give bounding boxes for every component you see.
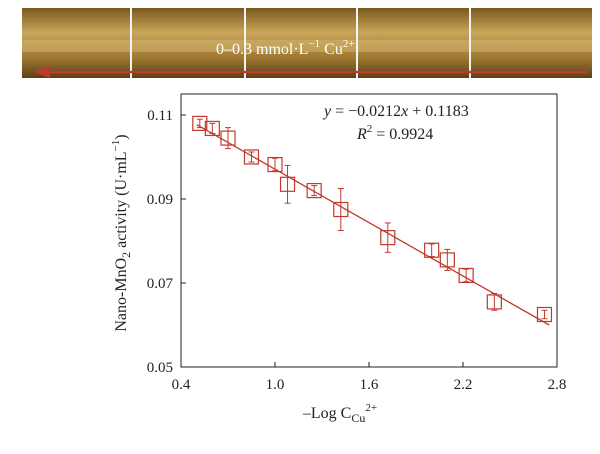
data-point [306, 183, 322, 199]
fit-line-group [196, 124, 550, 326]
data-point [333, 188, 349, 231]
data-point [204, 120, 220, 137]
y-tick-label: 0.05 [147, 360, 173, 376]
strip-label: 0–0.3 mmol·L−1 Cu2+ [216, 38, 355, 58]
data-point [220, 127, 236, 150]
point-marker [243, 149, 260, 165]
x-tick-label: 1.0 [266, 377, 285, 393]
x-tick-label: 2.8 [548, 377, 567, 393]
point-marker [204, 120, 220, 137]
vials-photo [22, 8, 592, 78]
y-tick-label: 0.07 [147, 276, 174, 292]
r-squared: R2 = 0.9924 [356, 123, 433, 143]
point-marker [424, 242, 440, 258]
point-marker [333, 201, 349, 218]
data-point [486, 293, 502, 311]
point-marker [536, 306, 553, 323]
data-point [243, 149, 260, 165]
photo-strip: 0–0.3 mmol·L−1 Cu2+ [22, 8, 592, 78]
x-tick-label: 0.4 [172, 377, 191, 393]
point-marker [439, 252, 455, 268]
point-marker [267, 156, 283, 173]
x-tick-label: 2.2 [454, 377, 473, 393]
data-point [458, 267, 474, 284]
point-marker [486, 294, 502, 310]
x-tick-label: 1.6 [360, 377, 379, 393]
data-points [192, 115, 553, 323]
concentration-arrow-head [34, 66, 50, 78]
data-point [536, 306, 553, 323]
data-point [380, 222, 396, 253]
data-point [424, 242, 440, 258]
point-marker [279, 176, 296, 192]
data-point [267, 156, 283, 173]
data-point [439, 248, 455, 271]
data-point [279, 164, 296, 204]
point-marker [306, 183, 322, 199]
x-axis-label: –Log CCu2+ [302, 402, 377, 425]
point-marker [380, 230, 396, 246]
point-marker [192, 115, 208, 132]
y-tick-label: 0.11 [147, 108, 173, 124]
point-marker [458, 267, 474, 284]
fit-equation: y = −0.0212x + 0.1183 [322, 103, 469, 120]
point-marker [220, 130, 236, 146]
vials-meniscus [22, 40, 592, 52]
y-axis-label: Nano-MnO2 activity (U·mL−1) [110, 134, 133, 331]
x-axis-ticks: 0.4 1.0 1.6 2.2 2.8 [172, 362, 567, 393]
data-point [192, 115, 208, 132]
y-tick-label: 0.09 [147, 192, 173, 208]
fit-line [196, 124, 550, 326]
y-axis-ticks: 0.05 0.07 0.09 0.11 [147, 108, 186, 376]
